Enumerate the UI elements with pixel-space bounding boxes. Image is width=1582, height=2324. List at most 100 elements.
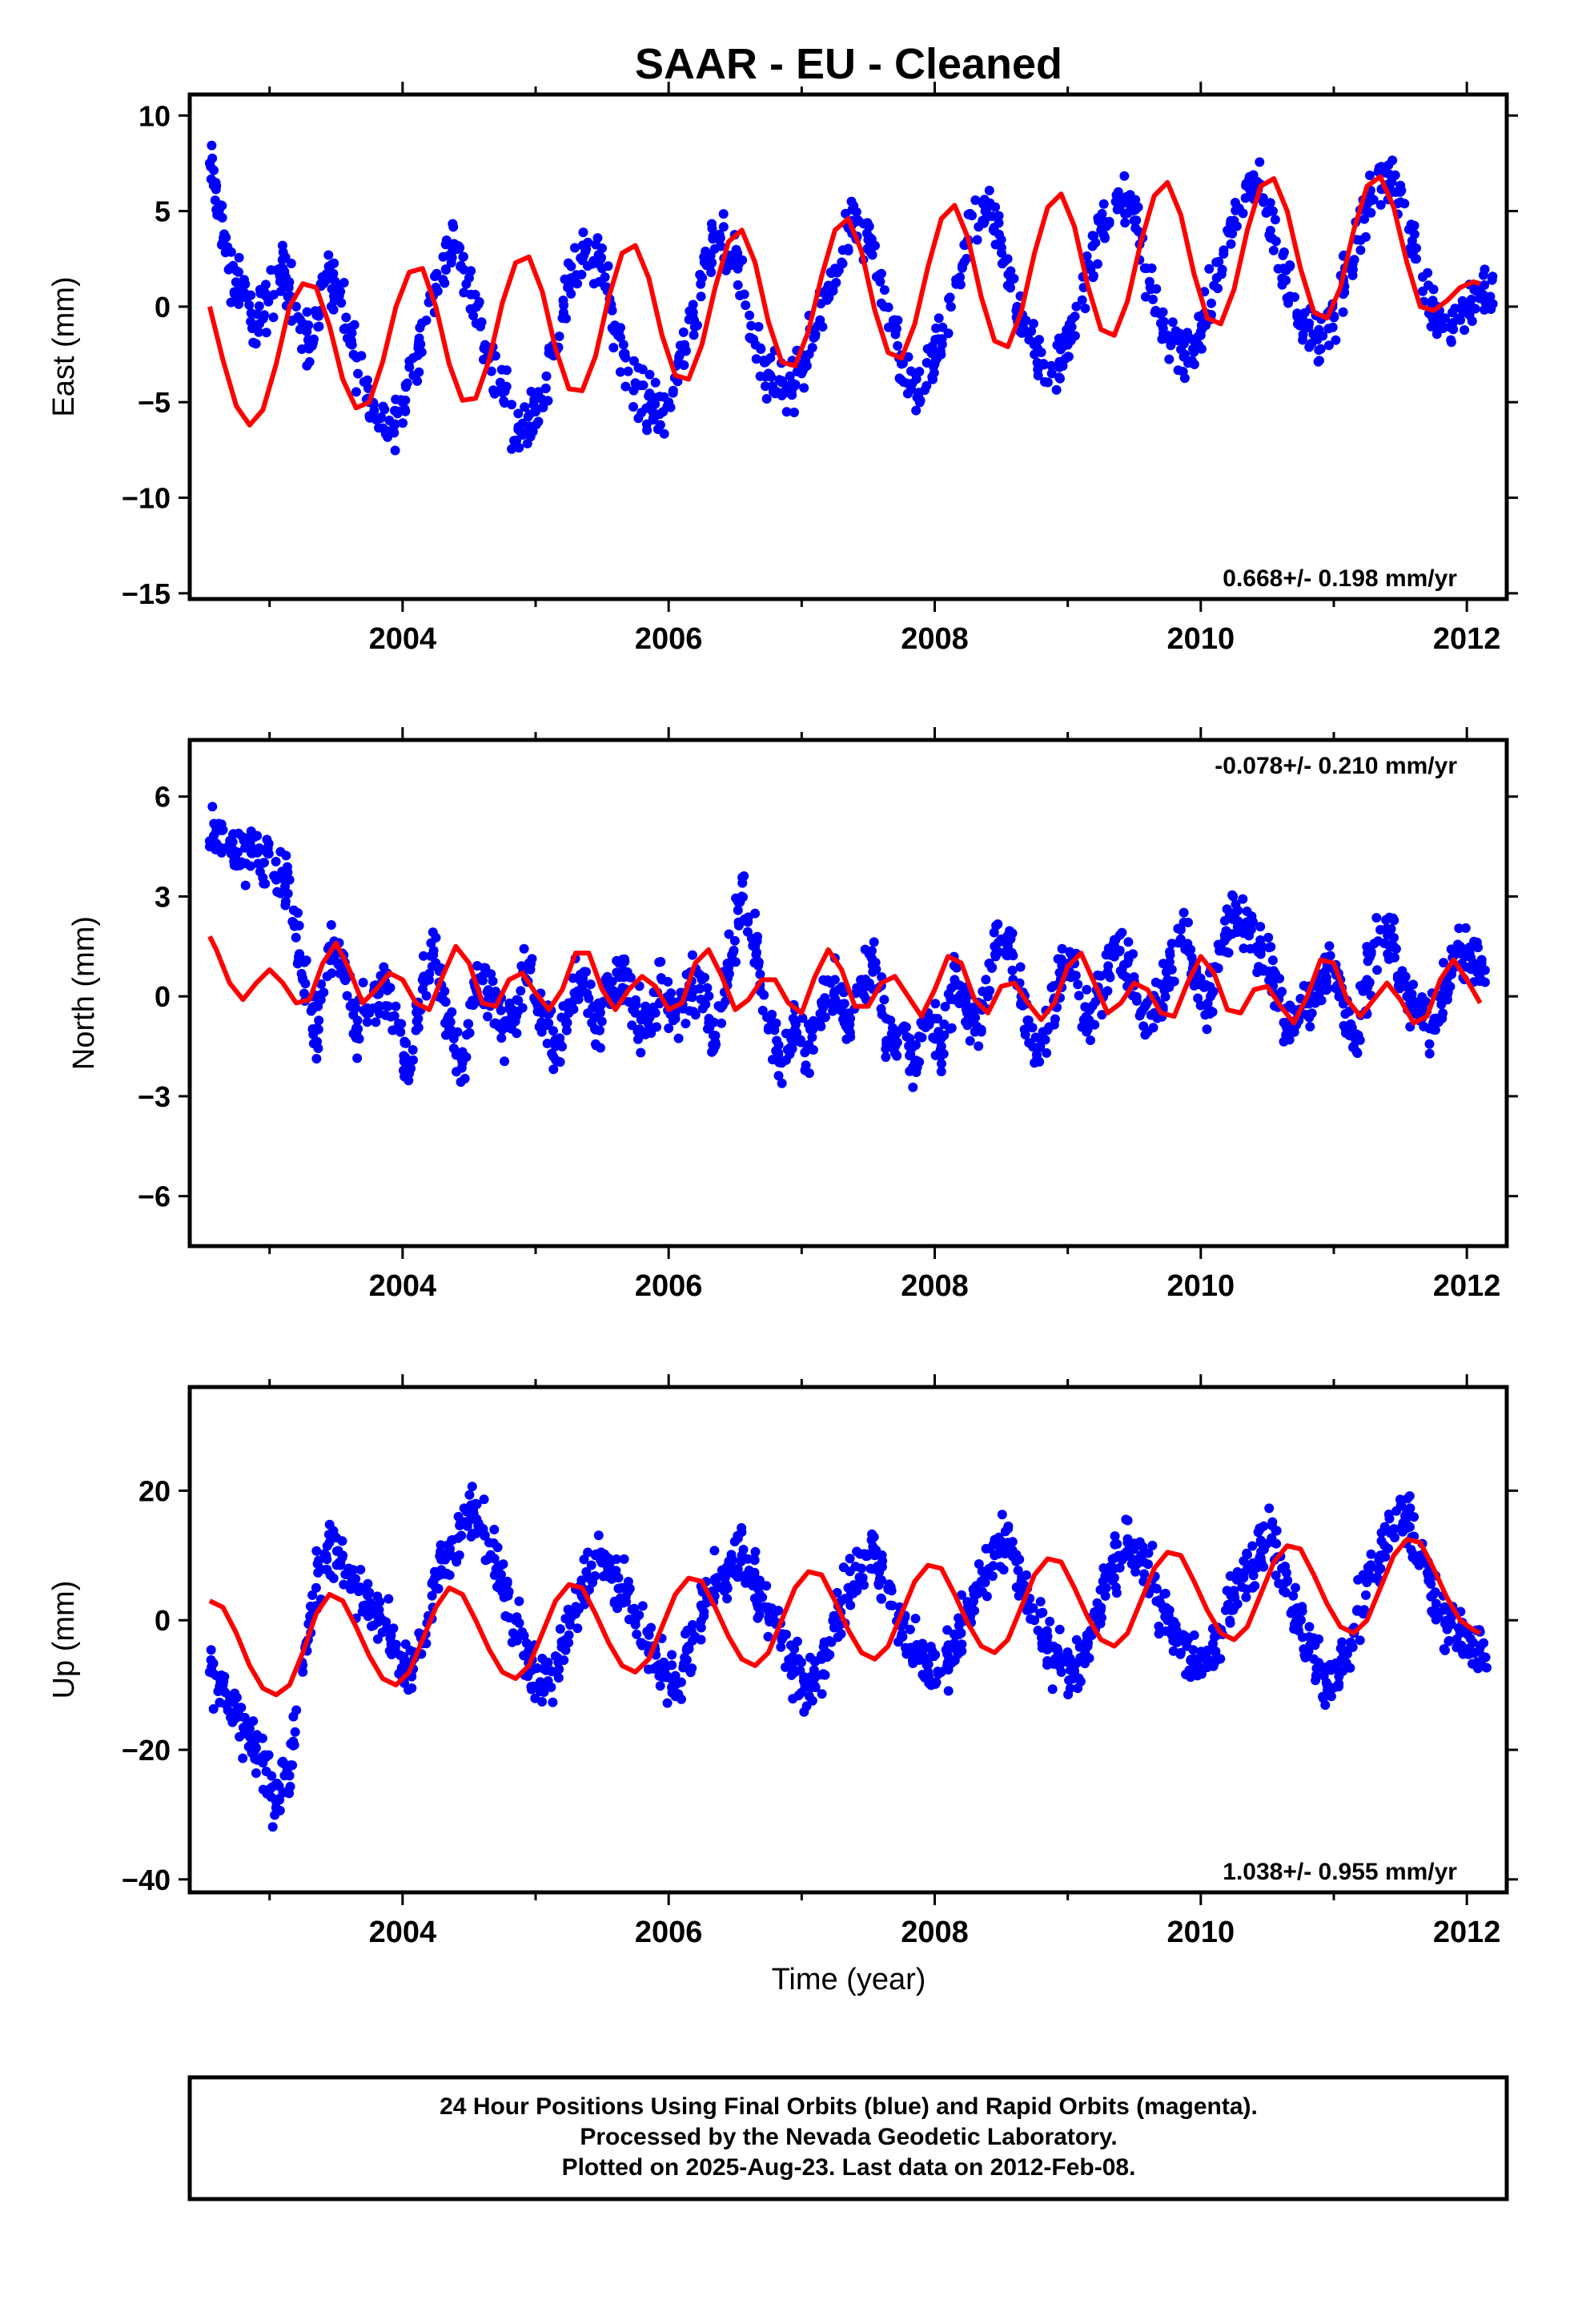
up-data-point xyxy=(339,1579,349,1590)
north-data-point xyxy=(294,920,304,931)
east-data-point xyxy=(1409,229,1419,239)
east-data-point xyxy=(1164,354,1174,364)
east-data-point xyxy=(1323,340,1334,351)
up-data-point xyxy=(969,1589,979,1599)
north-data-point xyxy=(785,1049,795,1059)
east-data-point xyxy=(1039,360,1049,370)
north-data-point xyxy=(664,1023,674,1033)
north-data-point xyxy=(1353,1030,1363,1040)
up-data-point xyxy=(901,1642,910,1653)
east-data-point xyxy=(608,343,619,353)
north-data-point xyxy=(519,943,529,954)
east-data-point xyxy=(1431,329,1442,340)
north-xtick-label: 2006 xyxy=(635,1269,703,1303)
east-data-point xyxy=(1470,304,1480,314)
east-data-point xyxy=(1329,312,1339,322)
north-data-point xyxy=(1057,943,1067,954)
north-data-point xyxy=(259,858,269,868)
north-data-point xyxy=(1379,938,1389,948)
north-data-point xyxy=(556,1012,567,1023)
north-data-point xyxy=(245,838,255,849)
north-data-point xyxy=(1267,955,1278,966)
east-data-point xyxy=(533,387,544,397)
east-data-point xyxy=(853,215,863,225)
up-data-point xyxy=(286,1760,296,1771)
north-data-point xyxy=(445,1017,456,1027)
north-data-point xyxy=(1312,996,1322,1007)
east-data-point xyxy=(765,370,775,380)
east-data-point xyxy=(351,387,361,397)
up-data-point xyxy=(994,1532,1004,1542)
up-data-point xyxy=(239,1712,250,1723)
north-data-point xyxy=(300,979,311,989)
up-data-point xyxy=(836,1629,846,1639)
up-data-point xyxy=(450,1552,460,1562)
east-data-point xyxy=(310,306,320,316)
north-data-point xyxy=(1074,991,1084,1001)
up-data-point xyxy=(995,1546,1006,1556)
north-data-point xyxy=(591,1040,601,1051)
up-xtick-label: 2012 xyxy=(1433,1916,1501,1949)
up-data-point xyxy=(548,1697,558,1707)
north-data-point xyxy=(700,972,709,983)
north-data-point xyxy=(759,990,769,1000)
panel-up: 20 0 −20 −40 2004 2006 2008 2010 2012 Up (mm) 1.03… xyxy=(47,1374,1518,1949)
up-data-point xyxy=(598,1571,608,1582)
east-data-point xyxy=(867,250,877,260)
east-data-point xyxy=(689,330,699,340)
north-data-point xyxy=(233,847,243,858)
east-data-point xyxy=(1438,324,1448,333)
east-data-point xyxy=(255,319,265,329)
up-data-point xyxy=(632,1629,642,1639)
east-data-point xyxy=(507,400,517,410)
east-data-point xyxy=(323,250,334,260)
up-data-point xyxy=(977,1586,987,1597)
up-data-point xyxy=(231,1692,242,1703)
east-data-point xyxy=(231,266,242,276)
north-data-point xyxy=(1372,965,1383,975)
up-data-point xyxy=(206,1655,216,1665)
east-data-point xyxy=(1066,336,1076,346)
north-data-point xyxy=(1392,973,1403,983)
north-data-point xyxy=(1202,1024,1212,1035)
x-axis-label: Time (year) xyxy=(772,1963,926,1996)
east-data-point xyxy=(302,327,312,337)
up-data-point xyxy=(1406,1510,1416,1521)
north-data-point xyxy=(379,962,389,972)
east-data-point xyxy=(207,140,217,151)
up-data-point xyxy=(741,1570,751,1580)
north-data-point xyxy=(627,1020,637,1031)
north-data-point xyxy=(1230,910,1240,920)
east-data-point xyxy=(501,381,512,392)
north-data-point xyxy=(797,1013,808,1023)
east-data-point xyxy=(755,371,765,381)
east-data-point xyxy=(1359,214,1370,224)
north-data-point xyxy=(885,1015,896,1026)
up-data-point xyxy=(670,1671,681,1681)
north-data-point xyxy=(1407,996,1416,1007)
east-data-point xyxy=(665,402,676,412)
up-data-point xyxy=(1017,1572,1027,1582)
east-data-point xyxy=(810,332,821,341)
east-data-point xyxy=(261,328,271,338)
east-data-point xyxy=(741,300,751,311)
up-data-point xyxy=(733,1530,743,1541)
north-data-point xyxy=(447,1007,457,1017)
east-data-point xyxy=(1488,271,1498,282)
east-data-point xyxy=(1097,222,1107,232)
north-data-point xyxy=(955,990,966,1000)
north-data-point xyxy=(1123,951,1134,961)
north-data-point xyxy=(620,956,630,967)
up-data-point xyxy=(436,1540,446,1550)
up-data-point xyxy=(967,1598,978,1608)
north-data-point xyxy=(1248,917,1259,927)
north-data-point xyxy=(821,976,832,987)
east-data-point xyxy=(618,340,628,350)
up-data-point xyxy=(325,1570,335,1580)
north-y-axis-label: North (mm) xyxy=(67,916,101,1070)
up-data-point xyxy=(646,1622,656,1633)
east-data-point xyxy=(373,414,383,424)
up-data-point xyxy=(763,1631,773,1642)
up-data-point xyxy=(795,1666,805,1676)
up-data-point xyxy=(977,1566,987,1576)
